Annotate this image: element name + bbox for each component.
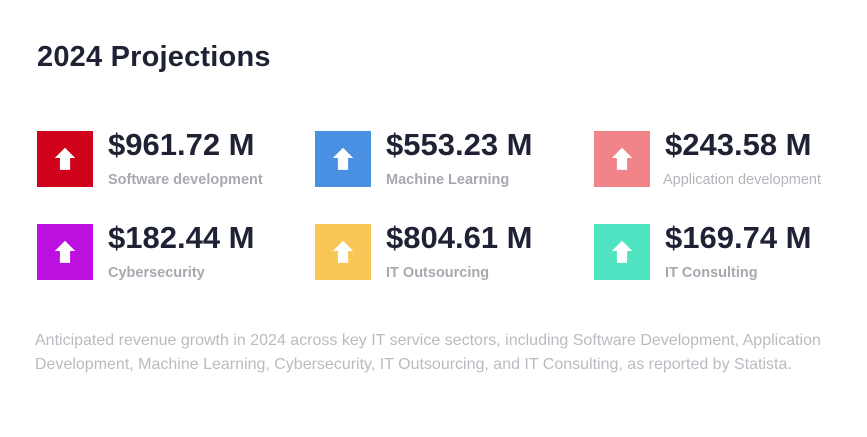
stat-value: $804.61 M: [386, 220, 533, 255]
stat-badge: [594, 131, 650, 187]
stat-label: Software development: [108, 172, 263, 188]
stat-label: Application development: [663, 172, 821, 188]
stat-badge: [37, 131, 93, 187]
footer-description: Anticipated revenue growth in 2024 acros…: [35, 332, 821, 373]
stat-badge: [594, 224, 650, 280]
stat-card-software-development: $961.72 M Software development: [37, 127, 277, 189]
stat-value: $553.23 M: [386, 127, 533, 162]
stat-card-cybersecurity: $182.44 M Cybersecurity: [37, 220, 277, 282]
stat-label: Cybersecurity: [108, 265, 205, 281]
arrow-up-icon: [332, 147, 354, 170]
stat-label: IT Consulting: [665, 265, 758, 281]
stat-card-it-consulting: $169.74 M IT Consulting: [594, 220, 844, 282]
stat-value: $961.72 M: [108, 127, 255, 162]
arrow-up-icon: [611, 147, 633, 170]
stat-label: Machine Learning: [386, 172, 510, 188]
stat-label: IT Outsourcing: [386, 265, 490, 281]
stat-value: $182.44 M: [108, 220, 255, 255]
arrow-up-icon: [332, 240, 354, 263]
arrow-up-icon: [54, 147, 76, 170]
page-title: 2024 Projections: [37, 41, 271, 73]
stat-card-machine-learning: $553.23 M Machine Learning: [315, 127, 555, 189]
stat-value: $243.58 M: [665, 127, 812, 162]
stat-badge: [315, 224, 371, 280]
arrow-up-icon: [54, 240, 76, 263]
stat-value: $169.74 M: [665, 220, 812, 255]
stat-badge: [315, 131, 371, 187]
stat-card-it-outsourcing: $804.61 M IT Outsourcing: [315, 220, 555, 282]
stat-badge: [37, 224, 93, 280]
stat-card-application-development: $243.58 M Application development: [594, 127, 844, 189]
arrow-up-icon: [611, 240, 633, 263]
